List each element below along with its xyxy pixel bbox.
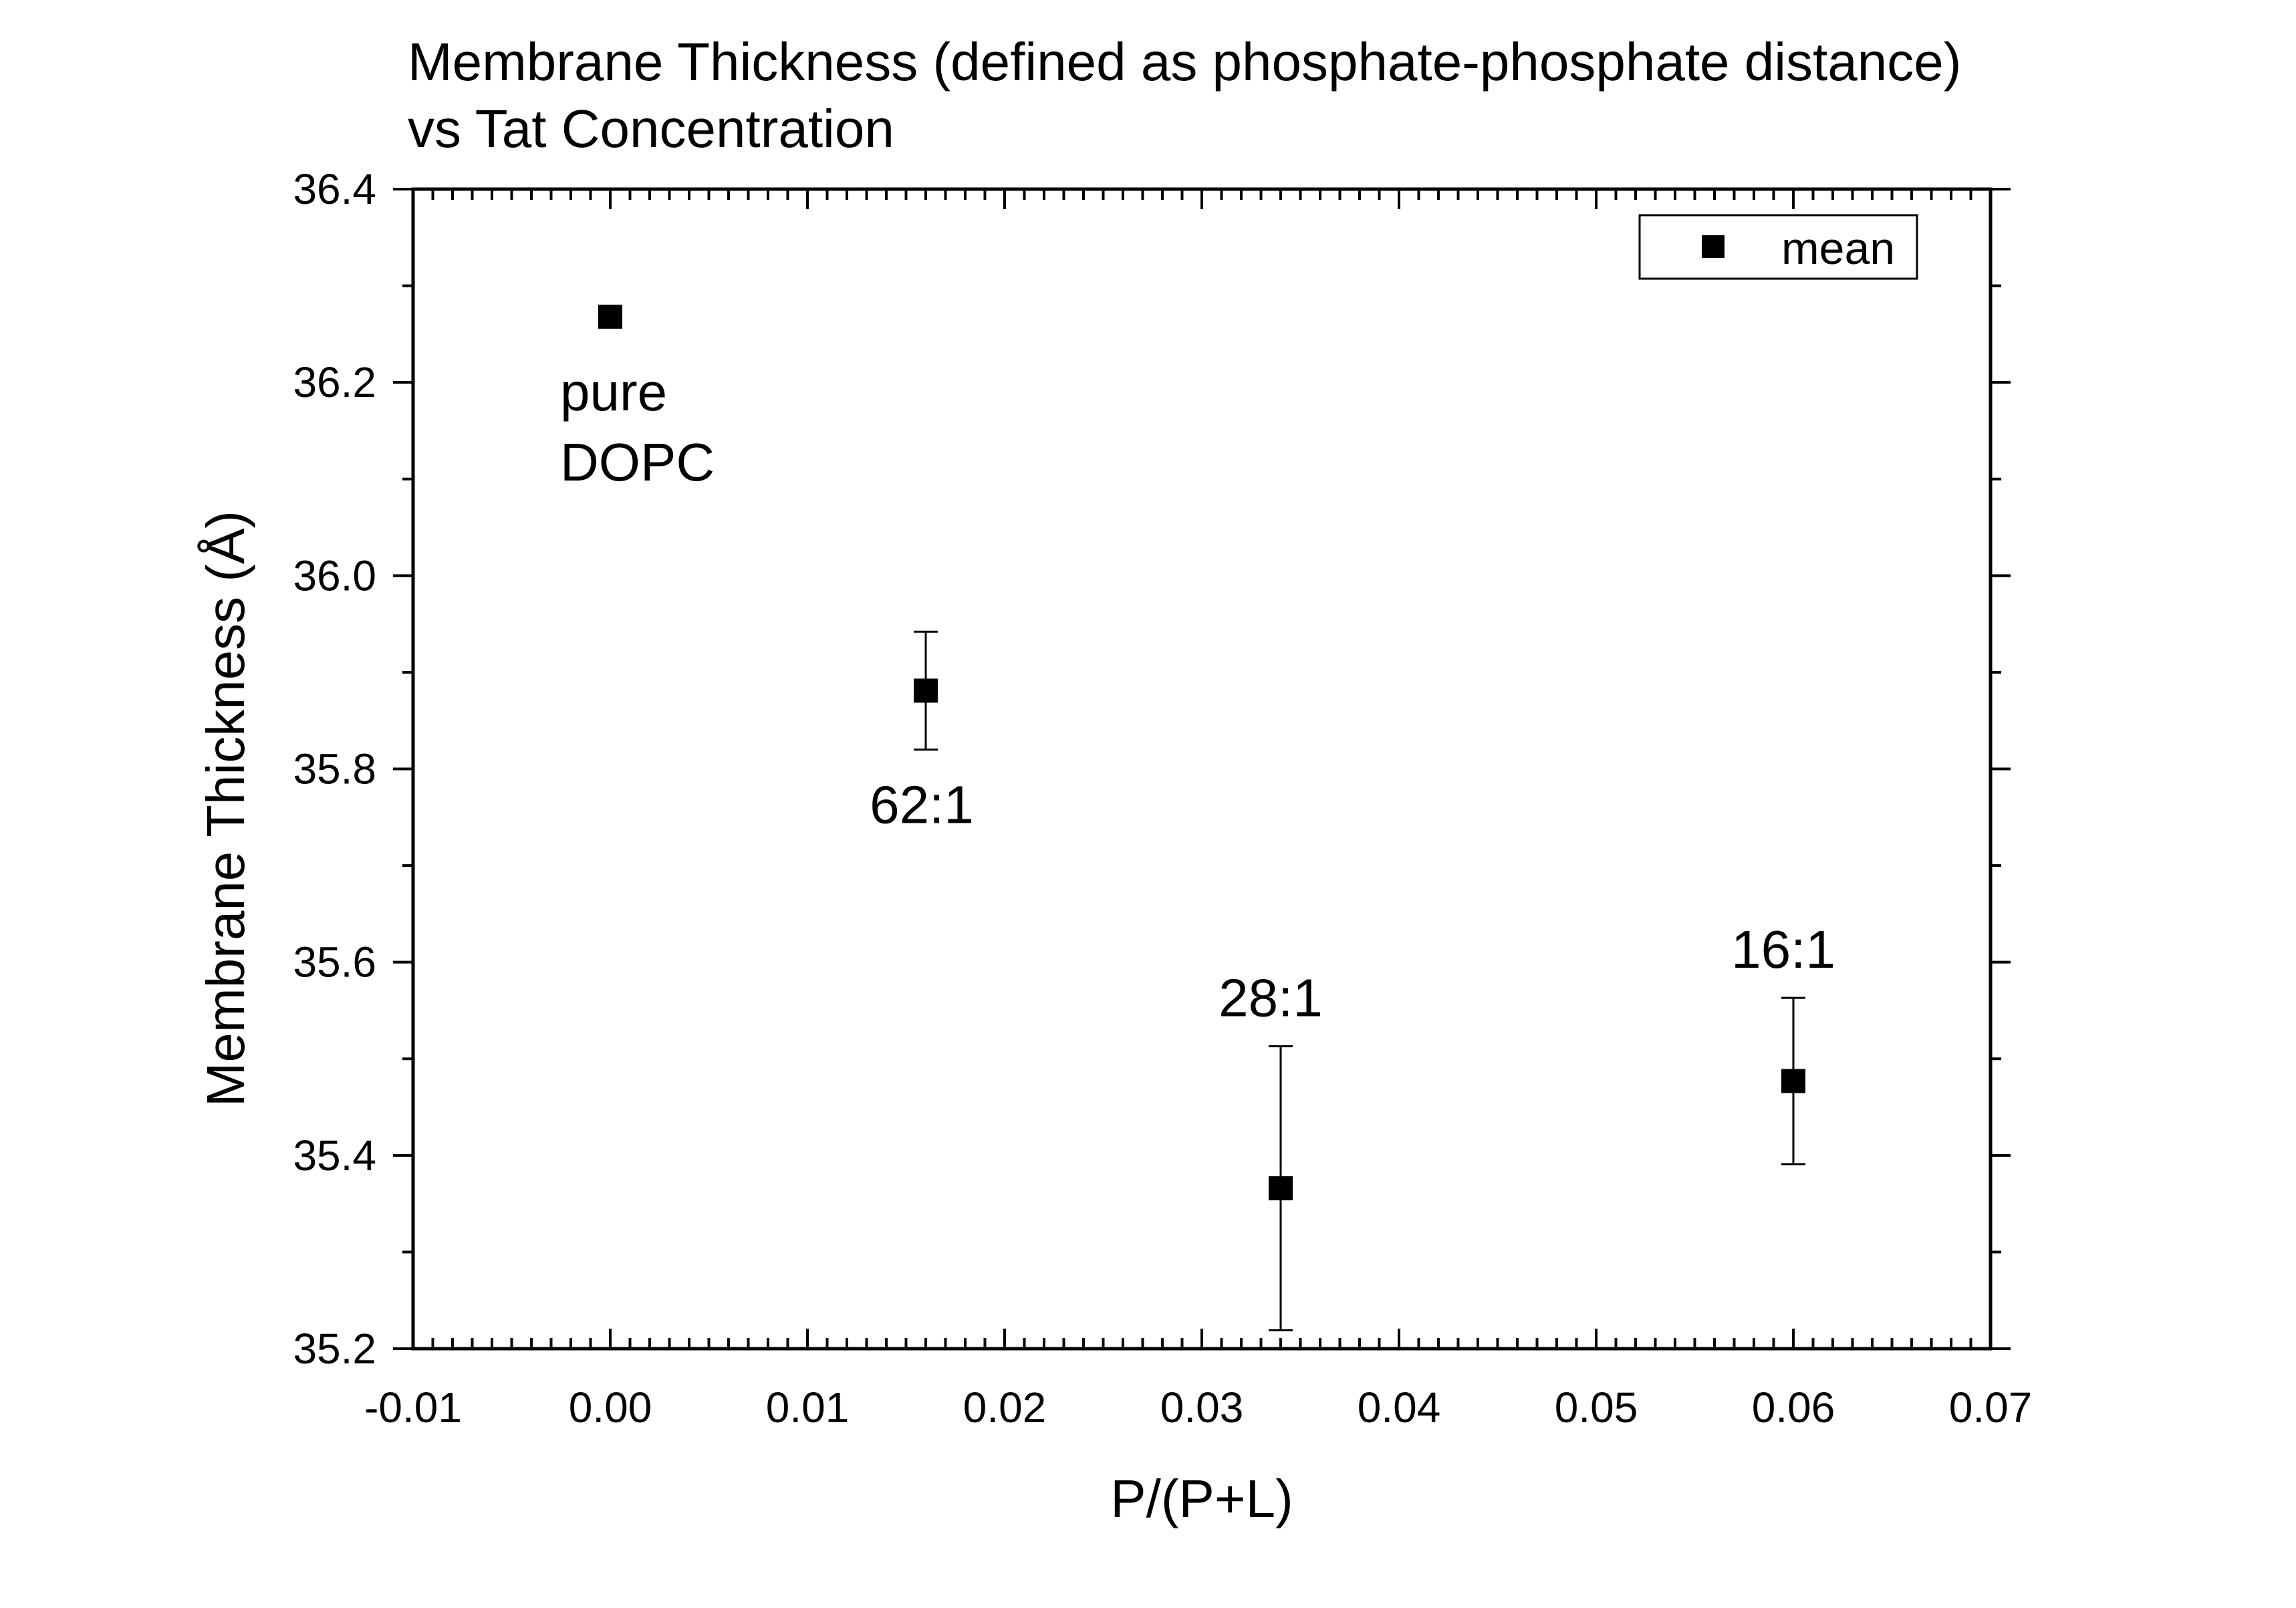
y-tick-label: 36.4 <box>293 165 376 213</box>
x-tick-label: -0.01 <box>364 1383 462 1432</box>
y-tick-label: 35.2 <box>293 1325 376 1373</box>
legend-marker <box>1702 235 1725 258</box>
y-axis-label: Membrane Thickness (Å) <box>196 511 255 1107</box>
axis-ticks: -0.01 0.00 0.01 0.02 0.03 0.04 0.05 0.06 0.07 35.… <box>293 165 2032 1432</box>
data-point <box>1781 1069 1805 1093</box>
point-annotation: 28:1 <box>1219 968 1323 1027</box>
y-tick-label: 35.8 <box>293 745 376 793</box>
data-point <box>1269 1176 1293 1200</box>
legend: mean <box>1638 214 1918 280</box>
x-tick-label: 0.03 <box>1160 1383 1244 1432</box>
x-tick-label: 0.05 <box>1555 1383 1638 1432</box>
point-annotation: 62:1 <box>870 775 974 835</box>
legend-entry-mean: mean <box>1781 223 1895 274</box>
chart-title: Membrane Thickness (defined as phosphate… <box>408 32 1961 92</box>
x-tick-label: 0.00 <box>569 1383 652 1432</box>
x-axis-label: P/(P+L) <box>1110 1469 1293 1528</box>
point-annotation: 16:1 <box>1731 920 1835 979</box>
x-tick-label: 0.06 <box>1752 1383 1835 1432</box>
legend-box <box>1638 214 1918 280</box>
x-tick-label: 0.07 <box>1949 1383 2033 1432</box>
x-tick-label: 0.04 <box>1358 1383 1441 1432</box>
x-tick-label: 0.01 <box>766 1383 850 1432</box>
point-annotation: DOPC <box>560 432 715 492</box>
x-tick-label: 0.02 <box>963 1383 1047 1432</box>
point-annotation: pure <box>560 362 667 422</box>
y-tick-label: 36.2 <box>293 358 376 406</box>
data-point <box>598 304 622 329</box>
chart-subtitle: vs Tat Concentration <box>408 99 894 158</box>
data-point <box>914 678 938 703</box>
data-points: pure DOPC 62:1 28:1 16:1 <box>560 304 1835 1332</box>
y-tick-label: 35.4 <box>293 1131 376 1180</box>
y-tick-label: 36.0 <box>293 551 376 599</box>
y-tick-label: 35.6 <box>293 938 376 986</box>
